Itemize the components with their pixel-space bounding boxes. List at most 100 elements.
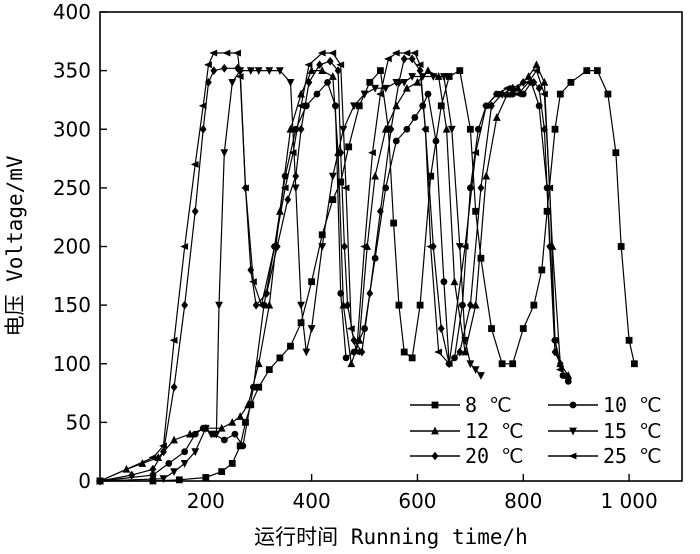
data-point-marker [503,84,511,92]
data-point-marker [297,301,305,310]
data-point-marker [244,400,253,409]
data-point-marker [403,125,411,133]
data-point-marker [429,73,438,81]
data-point-marker [170,435,178,444]
data-point-marker [296,102,305,110]
x-tick-label: 600 [398,489,436,513]
data-point-marker [625,336,633,344]
data-point-marker [284,195,292,204]
data-point-marker [317,49,326,57]
data-point-marker [543,207,551,215]
data-point-marker [337,178,345,186]
data-point-marker [345,143,353,151]
legend-item: 15 ℃ [548,419,662,443]
y-tick-label: 50 [66,410,91,434]
data-point-marker [532,60,541,69]
y-tick-label: 0 [78,469,91,493]
data-point-marker [358,347,366,357]
data-point-marker [190,161,199,168]
data-point-marker [307,66,316,75]
data-point-marker [426,243,435,250]
data-point-marker [466,184,474,192]
data-point-marker [583,67,591,75]
data-point-marker [472,207,480,215]
legend-item: 12 ℃ [410,419,524,443]
legend-label: 25 ℃ [603,444,662,468]
data-point-marker [532,67,540,75]
data-point-marker [556,90,564,98]
data-point-marker [270,243,278,250]
data-point-marker [402,83,411,92]
data-point-marker [287,342,294,350]
data-point-marker [482,171,491,180]
data-point-marker [291,184,300,193]
y-tick-label: 250 [53,176,91,200]
data-point-marker [305,77,313,87]
data-point-marker [408,54,416,64]
legend-marker [431,426,439,435]
data-point-marker [159,442,167,450]
data-point-marker [207,430,216,439]
data-point-marker [324,78,331,86]
data-point-marker [391,49,400,57]
y-axis-title: 电压 Voltage/mV [3,155,27,336]
data-point-marker [540,90,548,98]
data-point-marker [222,49,231,57]
legend-label: 15 ℃ [603,419,662,443]
y-tick-label: 300 [53,117,91,141]
data-point-marker [540,77,549,86]
legend-marker [431,451,439,461]
data-point-marker [334,66,342,76]
data-point-marker [308,278,316,286]
data-point-marker [344,300,352,310]
data-point-marker [233,49,241,57]
data-point-marker [218,468,226,476]
data-point-marker [392,137,400,145]
y-tick-label: 200 [53,235,91,259]
data-point-marker [355,102,363,110]
legend-marker [569,401,577,409]
data-point-marker [381,124,390,133]
data-point-marker [450,277,459,286]
data-point-marker [159,475,168,484]
data-point-marker [170,468,178,477]
data-point-marker [265,300,274,309]
legend-label: 20 ℃ [465,444,524,468]
series-layer [95,49,638,486]
data-point-marker [444,360,453,368]
data-point-marker [329,196,337,203]
x-axis-title: 运行时间 Running time/h [254,525,528,549]
data-point-marker [524,78,532,86]
data-point-marker [413,77,422,86]
data-point-marker [477,372,485,380]
data-point-marker [265,366,273,374]
legend-item: 20 ℃ [410,444,524,468]
data-point-marker [481,102,490,110]
data-point-marker [212,430,221,439]
data-point-marker [371,171,380,180]
data-point-marker [236,66,244,76]
data-point-marker [346,325,355,332]
data-point-marker [360,243,368,250]
data-point-marker [383,55,392,63]
data-point-marker [149,471,157,479]
data-point-marker [265,67,274,76]
data-point-marker [477,254,485,262]
data-point-marker [198,102,207,110]
series-2 [96,78,572,485]
data-point-marker [400,78,409,87]
data-point-marker [220,436,228,444]
data-point-marker [538,266,546,274]
data-point-marker [477,183,485,193]
data-point-marker [302,348,311,357]
data-point-marker [360,90,369,99]
data-point-marker [390,219,398,227]
data-point-marker [420,125,429,133]
data-point-marker [442,124,451,133]
data-point-marker [275,206,284,215]
data-point-marker [509,360,517,368]
data-point-marker [377,67,384,75]
data-point-marker [201,424,210,433]
legend: 8 ℃ 10 ℃ 12 ℃ 15 ℃ 20 ℃ 25 ℃ [410,393,662,468]
legend-label: 10 ℃ [603,393,662,417]
